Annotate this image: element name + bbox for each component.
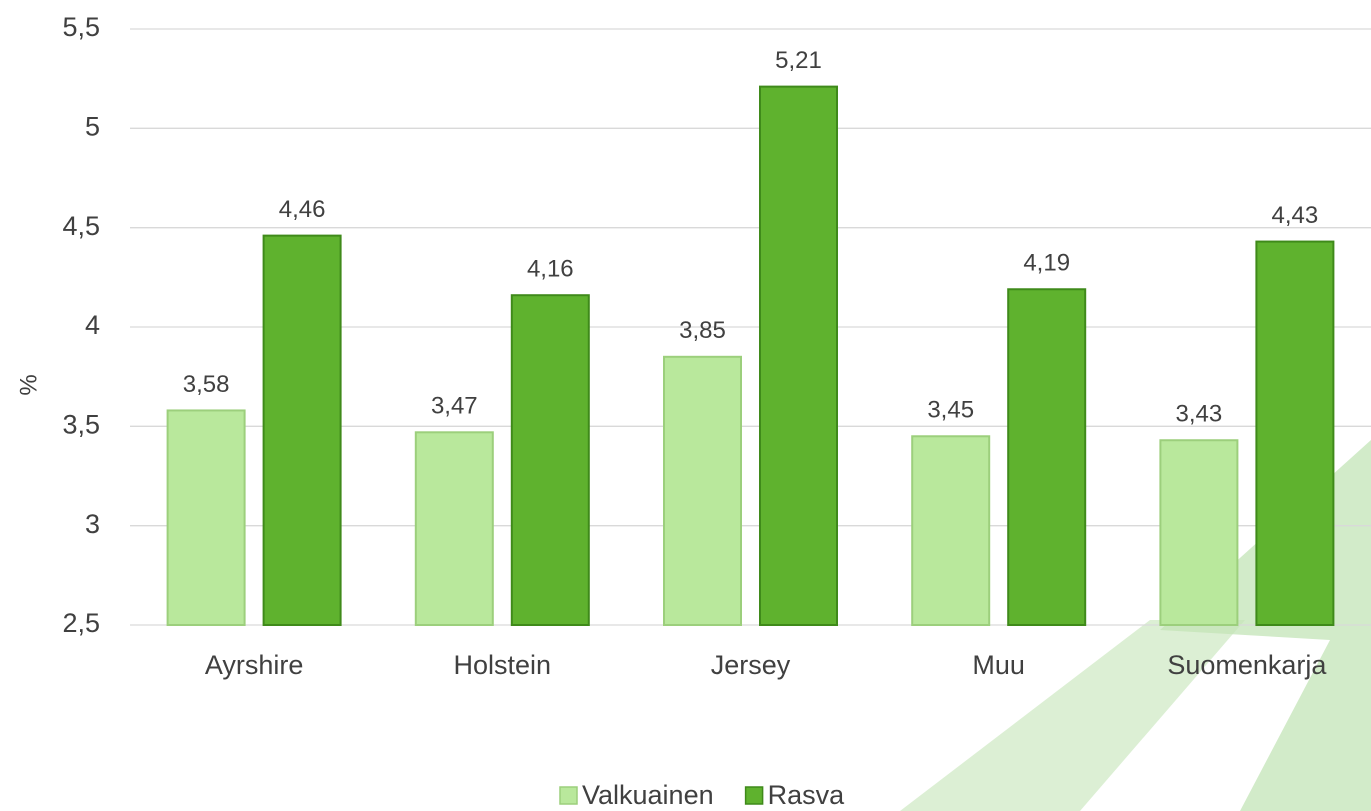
bar — [911, 435, 991, 626]
y-tick-label: 5,5 — [62, 12, 100, 42]
y-tick-label: 3,5 — [62, 409, 100, 439]
bar — [262, 234, 342, 626]
x-tick-label: Ayrshire — [205, 650, 304, 680]
bar — [1007, 288, 1087, 626]
value-label: 4,43 — [1272, 202, 1319, 229]
value-label: 4,16 — [527, 256, 574, 283]
bar — [1255, 240, 1335, 626]
value-label: 3,43 — [1176, 401, 1223, 428]
y-tick-label: 4 — [85, 310, 100, 340]
x-tick-label: Muu — [972, 650, 1025, 680]
legend-swatch — [744, 786, 764, 805]
value-label: 3,58 — [183, 371, 230, 398]
x-tick-label: Holstein — [454, 650, 552, 680]
background-swoosh — [900, 620, 1245, 811]
value-label: 4,19 — [1023, 250, 1070, 277]
value-label: 4,46 — [279, 196, 326, 223]
value-label: 5,21 — [775, 47, 822, 74]
bar — [166, 409, 246, 626]
value-label: 3,47 — [431, 393, 478, 420]
x-tick-label: Suomenkarja — [1167, 650, 1327, 680]
bar — [414, 431, 494, 626]
legend-label: Valkuainen — [582, 780, 714, 810]
value-label: 3,45 — [927, 397, 974, 424]
x-tick-label: Jersey — [711, 650, 791, 680]
bar — [759, 85, 838, 626]
y-tick-label: 2,5 — [62, 608, 100, 638]
bar — [510, 294, 590, 626]
legend-label: Rasva — [768, 780, 846, 810]
y-tick-label: 5 — [85, 111, 100, 141]
value-label: 3,85 — [679, 317, 726, 344]
y-axis-label: % — [15, 374, 42, 395]
bar — [1159, 439, 1239, 626]
bar — [663, 355, 742, 626]
legend-swatch — [559, 786, 578, 805]
y-tick-label: 3 — [85, 509, 100, 539]
y-tick-label: 4,5 — [62, 211, 100, 241]
